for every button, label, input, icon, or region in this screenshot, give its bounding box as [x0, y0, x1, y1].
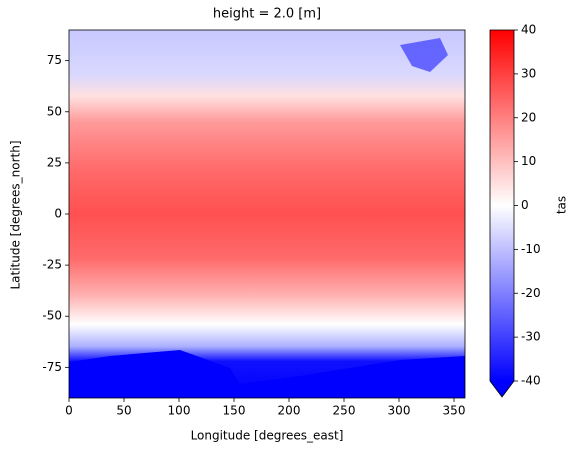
y-axis-label: Latitude [degrees_north] [9, 140, 23, 289]
plot-area [68, 29, 466, 399]
colorbar-label: tas [555, 196, 569, 214]
field [69, 30, 465, 398]
colorbar [490, 30, 514, 381]
colorbar-tick-label: 0 [521, 198, 529, 212]
x-tick-label: 0 [65, 404, 73, 418]
x-tick-label: 150 [223, 404, 246, 418]
greenland [400, 38, 448, 72]
x-tick-label: 250 [333, 404, 356, 418]
y-tick-label: 0 [54, 207, 62, 221]
colorbar-tick-label: -20 [521, 286, 541, 300]
x-tick-label: 200 [278, 404, 301, 418]
y-tick-label: 25 [47, 155, 62, 169]
antarctica [69, 350, 465, 398]
x-tick-label: 300 [388, 404, 411, 418]
x-tick-label: 50 [116, 404, 131, 418]
colorbar-tick-label: -30 [521, 330, 541, 344]
x-tick-label: 100 [168, 404, 191, 418]
colorbar-tick-label: 20 [521, 110, 536, 124]
colorbar-tick-label: 30 [521, 66, 536, 80]
colorbar-tick-label: -10 [521, 242, 541, 256]
colorbar-tick-label: 10 [521, 154, 536, 168]
y-tick-label: -25 [42, 258, 62, 272]
x-tick-label: 350 [443, 404, 466, 418]
y-tick-label: -50 [42, 309, 62, 323]
colorbar-tick-label: 40 [521, 23, 536, 37]
y-tick-label: 50 [47, 104, 62, 118]
colorbar-tick-label: -40 [521, 374, 541, 388]
x-axis-label: Longitude [degrees_east] [191, 429, 344, 443]
y-tick-label: -75 [42, 360, 62, 374]
chart-title: height = 2.0 [m] [213, 7, 321, 22]
y-tick-label: 75 [47, 53, 62, 67]
colorbar-extension [490, 381, 514, 397]
